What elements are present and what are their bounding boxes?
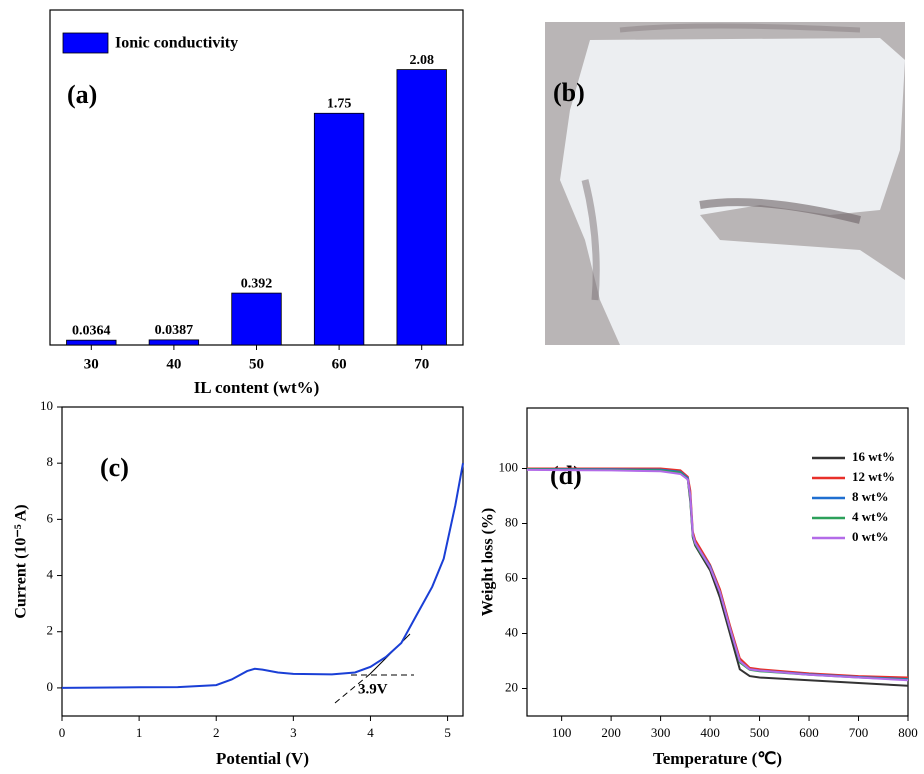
x-tick-label: 5	[444, 725, 451, 740]
panel-label: (b)	[553, 78, 585, 107]
x-tick-label: 600	[799, 725, 819, 740]
x-tick-label: 2	[213, 725, 220, 740]
y-tick-label: 80	[505, 514, 518, 529]
value-label: 0.392	[241, 276, 273, 291]
legend-label: 12 wt%	[852, 469, 895, 484]
bar	[66, 339, 117, 346]
legend-label: 16 wt%	[852, 449, 895, 464]
legend-label: 8 wt%	[852, 489, 888, 504]
data-line	[527, 468, 909, 681]
x-axis-label: Potential (V)	[216, 749, 309, 768]
x-tick-label: 100	[552, 725, 572, 740]
x-tick-label: 60	[332, 356, 347, 372]
x-tick-label: 4	[367, 725, 374, 740]
y-tick-label: 20	[505, 679, 518, 694]
x-tick-label: 700	[849, 725, 869, 740]
legend-label: 0 wt%	[852, 529, 888, 544]
y-tick-label: 10	[40, 398, 53, 413]
data-line	[526, 468, 909, 682]
x-tick-label: 500	[750, 725, 770, 740]
value-label: 0.0364	[72, 323, 111, 338]
data-line	[527, 467, 909, 679]
bar	[148, 339, 200, 346]
y-axis-label: Weight loss (%)	[480, 508, 497, 616]
panel-label: (a)	[67, 80, 97, 109]
value-label: 1.75	[327, 96, 352, 111]
y-tick-label: 60	[505, 569, 518, 584]
x-tick-label: 70	[414, 356, 429, 372]
x-tick-label: 1	[136, 725, 143, 740]
x-tick-label: 30	[84, 356, 99, 372]
x-tick-label: 300	[651, 725, 671, 740]
bar	[231, 292, 282, 346]
panel-label: (d)	[550, 461, 582, 490]
y-tick-label: 0	[47, 679, 54, 694]
y-tick-label: 40	[505, 624, 518, 639]
x-tick-label: 200	[601, 725, 621, 740]
legend-swatch	[62, 32, 109, 54]
x-tick-label: 50	[249, 356, 264, 372]
plot-frame	[526, 407, 909, 717]
data-line	[61, 463, 464, 689]
y-tick-label: 6	[47, 510, 54, 525]
bar	[313, 112, 365, 346]
x-tick-label: 40	[166, 356, 181, 372]
y-tick-label: 4	[47, 567, 54, 582]
photo: (b)	[545, 22, 905, 345]
data-line	[526, 468, 909, 681]
legend-label: 4 wt%	[852, 509, 888, 524]
y-tick-label: 2	[47, 623, 54, 638]
plot-frame	[61, 406, 464, 717]
y-tick-label: 8	[47, 454, 54, 469]
panel-label: (c)	[100, 453, 129, 482]
x-tick-label: 800	[898, 725, 918, 740]
x-tick-label: 3	[290, 725, 297, 740]
x-tick-label: 400	[700, 725, 720, 740]
bar	[396, 69, 447, 346]
legend-label: Ionic conductivity	[115, 35, 238, 52]
annotation: 3.9V	[358, 681, 388, 697]
x-axis-label: IL content (wt%)	[194, 378, 320, 397]
x-axis-label: Temperature (℃)	[653, 749, 782, 768]
value-label: 0.0387	[155, 323, 194, 338]
tangent-line	[334, 673, 371, 704]
value-label: 2.08	[409, 53, 434, 68]
data-line	[526, 467, 909, 687]
x-tick-label: 0	[59, 725, 66, 740]
y-axis-label: Current (10⁻⁵ A)	[13, 504, 30, 618]
y-tick-label: 100	[499, 459, 519, 474]
